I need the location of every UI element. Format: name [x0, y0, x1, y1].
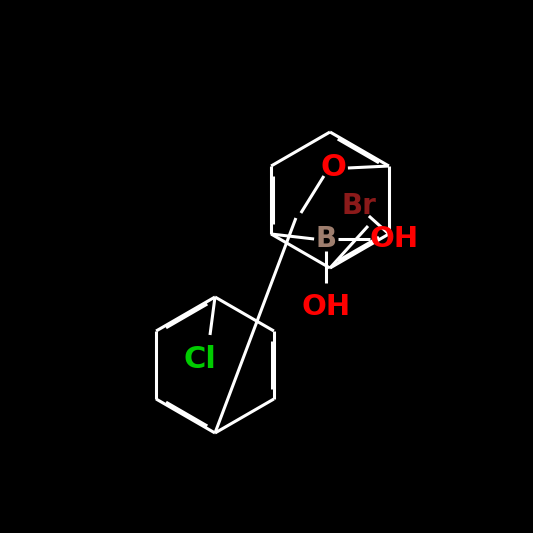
- Text: Br: Br: [342, 192, 376, 220]
- Text: OH: OH: [302, 293, 351, 321]
- Text: O: O: [321, 154, 347, 182]
- Text: Cl: Cl: [183, 344, 216, 374]
- Text: B: B: [316, 225, 337, 253]
- Text: OH: OH: [369, 225, 419, 253]
